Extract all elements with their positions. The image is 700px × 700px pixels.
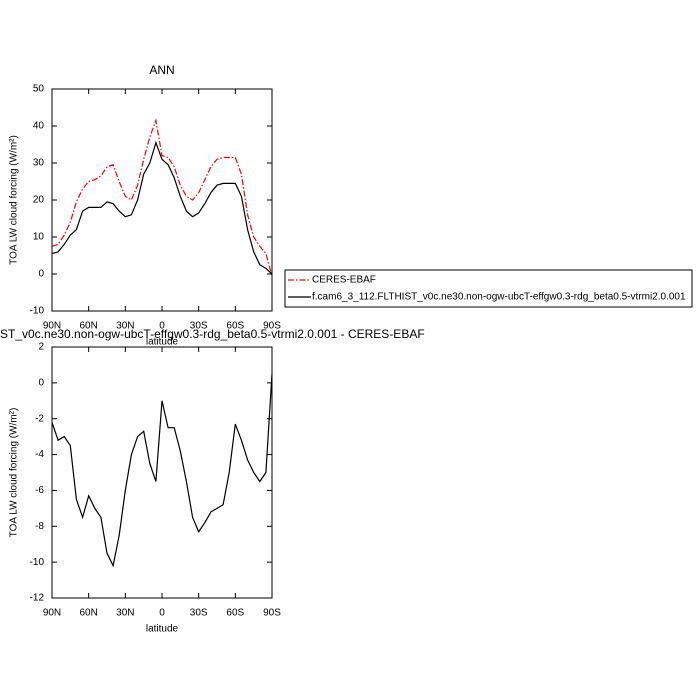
y-tick-label: -4 bbox=[35, 449, 44, 460]
y-tick-label: 0 bbox=[38, 269, 44, 280]
y-tick-label: -12 bbox=[30, 593, 45, 604]
chart-title: ST_v0c.ne30.non-ogw-ubcT-effgw0.3-rdg_be… bbox=[0, 327, 425, 341]
x-axis-label: latitude bbox=[146, 624, 179, 635]
x-tick-label: 60S bbox=[226, 321, 244, 332]
x-tick-label: 90N bbox=[43, 608, 61, 619]
x-tick-label: 90S bbox=[263, 608, 281, 619]
y-axis-label: TOA LW cloud forcing (W/m²) bbox=[9, 135, 20, 265]
plot-frame bbox=[51, 346, 273, 599]
x-tick-label: 90S bbox=[263, 321, 281, 332]
x-tick-label: 0 bbox=[159, 321, 165, 332]
chart-title: ANN bbox=[149, 63, 174, 77]
data-line bbox=[51, 118, 273, 277]
y-tick-label: 20 bbox=[33, 195, 45, 206]
y-tick-label: 30 bbox=[33, 158, 45, 169]
y-tick-label: 50 bbox=[33, 84, 45, 95]
y-tick-label: -10 bbox=[30, 306, 45, 317]
x-tick-label: 30N bbox=[116, 321, 134, 332]
x-tick-label: 90N bbox=[43, 321, 61, 332]
legend-label: CERES-EBAF bbox=[312, 275, 376, 286]
x-tick-label: 60N bbox=[79, 321, 97, 332]
x-axis-label: latitude bbox=[146, 337, 179, 348]
x-tick-label: 30N bbox=[116, 608, 134, 619]
y-tick-label: 2 bbox=[38, 342, 44, 353]
x-tick-label: 30S bbox=[190, 608, 208, 619]
x-tick-label: 60S bbox=[226, 608, 244, 619]
data-line bbox=[51, 373, 273, 568]
y-tick-label: -8 bbox=[35, 521, 44, 532]
y-tick-label: -6 bbox=[35, 485, 44, 496]
y-tick-label: 40 bbox=[33, 121, 45, 132]
x-tick-label: 60N bbox=[79, 608, 97, 619]
legend-label: f.cam6_3_112.FLTHIST_v0c.ne30.non-ogw-ub… bbox=[312, 292, 686, 303]
x-tick-label: 0 bbox=[159, 608, 165, 619]
y-tick-label: -2 bbox=[35, 413, 44, 424]
y-axis-label: TOA LW cloud forcing (W/m²) bbox=[9, 408, 20, 538]
y-tick-label: 10 bbox=[33, 232, 45, 243]
data-line bbox=[51, 140, 273, 275]
plot-frame bbox=[51, 88, 273, 312]
legend-box bbox=[284, 269, 693, 308]
x-tick-label: 30S bbox=[190, 321, 208, 332]
y-tick-label: -10 bbox=[30, 557, 45, 568]
y-tick-label: 0 bbox=[38, 377, 44, 388]
